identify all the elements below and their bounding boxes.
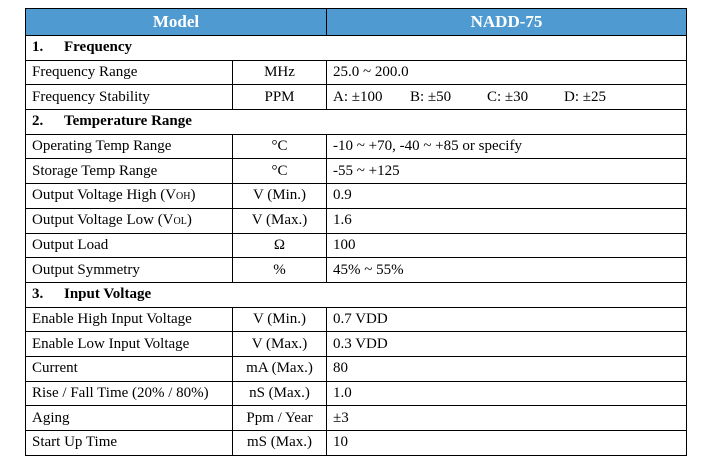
spec-row: Enable Low Input Voltage V (Max.) 0.3 VDD [25, 331, 687, 357]
section-title: Temperature Range [64, 113, 192, 130]
unit-cell: mS (Max.) [232, 430, 327, 456]
value-cell: 10 [326, 430, 687, 456]
value-cell: 100 [326, 232, 687, 259]
spec-row: Output Voltage Low (VOL) V (Max.) 1.6 [25, 207, 687, 234]
value-cell: 45% ~ 55% [326, 257, 687, 283]
parameter-text: ) [186, 212, 192, 229]
unit-cell: Ω [232, 232, 327, 259]
header-row: Model NADD-75 [25, 8, 687, 36]
value-option: A: ±100 [333, 88, 383, 105]
value-cell: 0.3 VDD [326, 331, 687, 357]
parameter-cell: Operating Temp Range [25, 133, 233, 160]
value-cell: 1.6 [326, 207, 687, 234]
parameter-cell: Enable Low Input Voltage [25, 331, 233, 357]
spec-row: Rise / Fall Time (20% / 80%) nS (Max.) 1.0 [25, 380, 687, 407]
section-cell: 3. Input Voltage [25, 281, 687, 308]
parameter-subscript: OL [173, 216, 187, 228]
unit-cell: V (Max.) [232, 331, 327, 357]
unit-cell: V (Min.) [232, 306, 327, 333]
table-body: Model NADD-75 1. Frequency Frequency Range… [25, 8, 687, 456]
unit-cell: % [232, 257, 327, 283]
value-option: D: ±25 [564, 88, 606, 105]
section-cell: 2. Temperature Range [25, 109, 687, 135]
value-cell: 25.0 ~ 200.0 [326, 59, 687, 86]
value-cell: -55 ~ +125 [326, 158, 687, 185]
parameter-cell: Current [25, 355, 233, 382]
section-number: 2. [32, 113, 44, 130]
section-number: 3. [32, 286, 44, 303]
section-row: 3. Input Voltage [25, 281, 687, 308]
section-row: 2. Temperature Range [25, 109, 687, 135]
unit-cell: V (Max.) [232, 207, 327, 234]
spec-row: Output Voltage High (VOH) V (Min.) 0.9 [25, 183, 687, 209]
section-row: 1. Frequency [25, 35, 687, 61]
parameter-cell: Output Symmetry [25, 257, 233, 283]
parameter-cell: Frequency Range [25, 59, 233, 86]
parameter-cell: Frequency Stability [25, 84, 233, 111]
parameter-cell: Output Voltage Low (VOL) [25, 207, 233, 234]
parameter-text: Output Voltage High (V [32, 187, 177, 204]
unit-cell: V (Min.) [232, 183, 327, 209]
unit-cell: nS (Max.) [232, 380, 327, 407]
section-cell: 1. Frequency [25, 35, 687, 61]
section-title: Input Voltage [64, 286, 152, 303]
unit-cell: mA (Max.) [232, 355, 327, 382]
value-option: B: ±50 [410, 88, 452, 105]
section-number: 1. [32, 39, 44, 56]
spec-row: Frequency Range MHz 25.0 ~ 200.0 [25, 59, 687, 86]
spec-row: Aging Ppm / Year ±3 [25, 405, 687, 431]
unit-cell: °C [232, 158, 327, 185]
spec-row: Operating Temp Range °C -10 ~ +70, -40 ~ +… [25, 133, 687, 160]
header-product: NADD-75 [326, 8, 687, 36]
unit-cell: °C [232, 133, 327, 160]
value-cell: A: ±100 B: ±50 C: ±30 D: ±25 [326, 84, 687, 111]
parameter-cell: Output Voltage High (VOH) [25, 183, 233, 209]
parameter-cell: Enable High Input Voltage [25, 306, 233, 333]
spec-row: Storage Temp Range °C -55 ~ +125 [25, 158, 687, 185]
unit-cell: PPM [232, 84, 327, 111]
spec-row: Frequency Stability PPM A: ±100 B: ±50 C: ±3… [25, 84, 687, 111]
spec-row: Current mA (Max.) 80 [25, 355, 687, 382]
parameter-text: ) [190, 187, 196, 204]
parameter-cell: Output Load [25, 232, 233, 259]
value-option: C: ±30 [487, 88, 529, 105]
value-cell: 1.0 [326, 380, 687, 407]
parameter-cell: Start Up Time [25, 430, 233, 456]
value-cell: ±3 [326, 405, 687, 431]
header-model: Model [25, 8, 327, 36]
parameter-text: Output Voltage Low (V [32, 212, 174, 229]
spec-row: Enable High Input Voltage V (Min.) 0.7 VDD [25, 306, 687, 333]
parameter-cell: Aging [25, 405, 233, 431]
parameter-cell: Storage Temp Range [25, 158, 233, 185]
spec-row: Output Load Ω 100 [25, 232, 687, 259]
parameter-cell: Rise / Fall Time (20% / 80%) [25, 380, 233, 407]
value-cell: 0.9 [326, 183, 687, 209]
spec-table: Model NADD-75 1. Frequency Frequency Range… [25, 8, 687, 456]
spec-row: Output Symmetry% 45% ~ 55% [25, 257, 687, 283]
unit-cell: MHz [232, 59, 327, 86]
value-cell: 0.7 VDD [326, 306, 687, 333]
value-cell: 80 [326, 355, 687, 382]
value-cell: -10 ~ +70, -40 ~ +85 or specify [326, 133, 687, 160]
section-title: Frequency [64, 39, 133, 56]
spec-row: Start Up Time mS (Max.) 10 [25, 430, 687, 456]
parameter-subscript: OH [176, 191, 191, 203]
unit-cell: Ppm / Year [232, 405, 327, 431]
